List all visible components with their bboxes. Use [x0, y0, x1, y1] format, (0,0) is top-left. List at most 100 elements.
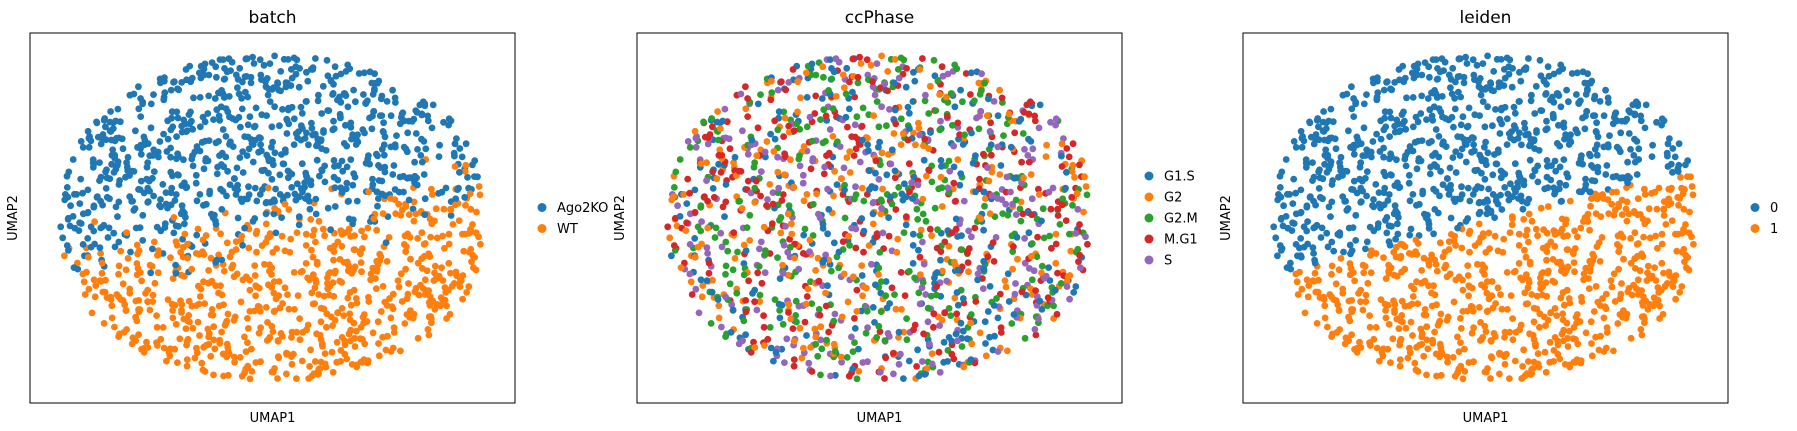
point-1: [1366, 312, 1373, 319]
point-0: [1560, 156, 1568, 164]
point-S: [868, 260, 875, 268]
point-0: [1387, 150, 1394, 158]
point-Ago2KO: [174, 150, 182, 158]
point-0: [1430, 185, 1437, 193]
point-S: [851, 121, 859, 129]
point-G1.S: [963, 335, 971, 343]
point-0: [1362, 245, 1369, 253]
point-M.G1: [1018, 158, 1025, 166]
point-M.G1: [1058, 163, 1066, 170]
point-Ago2KO: [298, 160, 306, 168]
point-G1.S: [824, 282, 831, 290]
point-S: [840, 164, 848, 172]
point-G1.S: [982, 340, 989, 347]
point-1: [1594, 192, 1602, 200]
point-1: [1588, 340, 1595, 347]
point-S: [821, 163, 828, 171]
point-1: [1457, 339, 1464, 346]
point-1: [1587, 202, 1594, 210]
point-WT: [293, 375, 300, 382]
point-0: [1489, 122, 1496, 130]
point-G2.M: [831, 348, 839, 355]
point-0: [1321, 136, 1328, 144]
point-1: [1633, 285, 1640, 292]
point-M.G1: [1044, 294, 1052, 302]
point-G1.S: [715, 160, 722, 168]
point-Ago2KO: [136, 224, 144, 232]
point-0: [1381, 184, 1389, 192]
point-0: [1531, 110, 1539, 117]
point-1: [1491, 232, 1499, 240]
point-WT: [403, 243, 410, 251]
point-1: [1553, 312, 1561, 319]
point-WT: [196, 332, 203, 339]
point-G2.M: [726, 280, 734, 288]
point-G2: [937, 173, 945, 181]
point-G1.S: [668, 252, 675, 260]
point-G2: [1052, 259, 1060, 267]
point-0: [1409, 94, 1417, 101]
point-WT: [257, 324, 264, 332]
point-WT: [302, 230, 310, 238]
point-Ago2KO: [353, 197, 361, 205]
point-WT: [281, 284, 289, 292]
point-G2: [790, 183, 798, 191]
point-Ago2KO: [75, 227, 83, 235]
point-M.G1: [1054, 205, 1061, 213]
point-G1.S: [858, 272, 866, 279]
point-1: [1362, 298, 1370, 305]
point-WT: [431, 269, 438, 277]
point-0: [1507, 180, 1514, 188]
point-0: [1575, 159, 1583, 167]
point-WT: [352, 327, 360, 335]
panel-title: ccPhase: [845, 8, 914, 28]
point-1: [1401, 265, 1409, 273]
point-Ago2KO: [307, 181, 315, 189]
point-G1.S: [1027, 138, 1035, 145]
point-0: [1354, 136, 1362, 144]
point-S: [977, 107, 985, 115]
point-WT: [369, 329, 377, 337]
point-1: [1364, 279, 1372, 287]
point-Ago2KO: [245, 145, 253, 153]
point-0: [1500, 66, 1508, 73]
point-1: [1598, 234, 1606, 241]
point-Ago2KO: [225, 55, 233, 63]
point-S: [695, 309, 703, 317]
point-Ago2KO: [145, 177, 153, 185]
point-0: [1323, 229, 1331, 237]
point-1: [1412, 236, 1420, 244]
point-Ago2KO: [97, 134, 105, 142]
point-1: [1525, 279, 1533, 286]
point-1: [1527, 370, 1535, 378]
point-WT: [385, 234, 393, 241]
point-G2: [806, 236, 814, 244]
point-S: [764, 196, 771, 203]
point-0: [1503, 54, 1511, 62]
point-WT: [211, 345, 219, 353]
point-1: [1539, 244, 1547, 252]
point-G2: [803, 191, 811, 198]
point-Ago2KO: [347, 156, 355, 164]
point-S: [692, 134, 700, 142]
point-0: [1394, 220, 1401, 228]
point-0: [1406, 231, 1414, 239]
point-0: [1309, 244, 1317, 252]
point-G1.S: [885, 214, 892, 222]
point-WT: [340, 312, 348, 319]
point-S: [884, 330, 892, 337]
point-0: [1325, 117, 1333, 125]
point-0: [1520, 181, 1528, 189]
point-WT: [205, 333, 213, 341]
point-Ago2KO: [262, 78, 269, 86]
point-0: [1349, 224, 1357, 232]
point-M.G1: [786, 235, 793, 243]
point-WT: [173, 241, 181, 249]
point-WT: [317, 304, 325, 312]
point-1: [1596, 302, 1604, 309]
point-Ago2KO: [290, 54, 298, 62]
point-G1.S: [933, 269, 941, 276]
point-1: [1536, 310, 1544, 318]
point-0: [1310, 140, 1318, 148]
point-1: [1544, 203, 1552, 210]
